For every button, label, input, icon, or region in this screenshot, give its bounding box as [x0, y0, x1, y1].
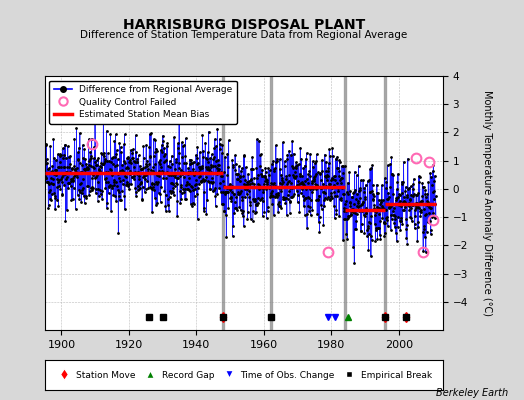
Text: Berkeley Earth: Berkeley Earth	[436, 388, 508, 398]
Bar	[344, 76, 346, 330]
Legend: Difference from Regional Average, Quality Control Failed, Estimated Station Mean: Difference from Regional Average, Qualit…	[49, 80, 237, 124]
Bar	[385, 76, 386, 330]
Bar	[222, 76, 224, 330]
Text: Difference of Station Temperature Data from Regional Average: Difference of Station Temperature Data f…	[80, 30, 407, 40]
Y-axis label: Monthly Temperature Anomaly Difference (°C): Monthly Temperature Anomaly Difference (…	[482, 90, 492, 316]
Legend: Station Move, Record Gap, Time of Obs. Change, Empirical Break: Station Move, Record Gap, Time of Obs. C…	[52, 368, 435, 382]
Text: HARRISBURG DISPOSAL PLANT: HARRISBURG DISPOSAL PLANT	[123, 18, 365, 32]
Bar	[270, 76, 271, 330]
